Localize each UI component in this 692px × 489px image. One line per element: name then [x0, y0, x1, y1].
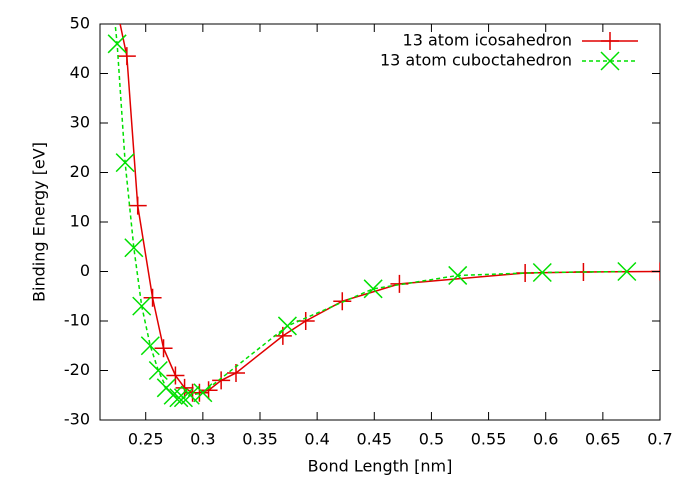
y-tick-label: -30: [64, 410, 90, 429]
data-point: [516, 263, 535, 282]
data-point: [199, 381, 218, 400]
y-tick-label: -10: [64, 311, 90, 330]
data-point: [132, 296, 152, 316]
y-tick-label: 0: [80, 261, 90, 280]
data-point: [448, 265, 468, 285]
data-point: [148, 360, 168, 381]
legend-marker: [601, 32, 619, 50]
y-tick-label: 50: [70, 14, 90, 33]
x-tick-label: 0.4: [304, 430, 329, 449]
x-axis-label: Bond Length [nm]: [308, 457, 453, 476]
data-point: [143, 288, 162, 307]
x-tick-label: 0.3: [190, 430, 215, 449]
legend-marker: [600, 51, 620, 71]
y-tick-label: -20: [64, 360, 90, 379]
data-point: [363, 279, 383, 299]
plot-frame: [99, 23, 661, 421]
x-tick-label: 0.6: [533, 430, 558, 449]
y-tick-label: 10: [70, 212, 90, 231]
x-tick-label: 0.25: [128, 430, 164, 449]
data-point: [617, 261, 637, 282]
data-point: [169, 388, 189, 408]
data-point: [140, 336, 160, 356]
data-point: [107, 34, 127, 54]
data-point: [128, 196, 147, 215]
data-point: [193, 383, 213, 403]
data-point: [117, 47, 136, 66]
data-point: [154, 339, 173, 358]
data-point: [277, 316, 297, 336]
y-tick-label: 20: [70, 162, 90, 181]
y-tick-label: 30: [70, 113, 90, 132]
x-tick-label: 0.7: [647, 430, 672, 449]
data-point: [532, 262, 552, 283]
series-line: [114, 24, 627, 399]
x-tick-label: 0.45: [356, 430, 392, 449]
legend-label: 13 atom icosahedron: [403, 31, 572, 50]
x-tick-label: 0.65: [585, 430, 621, 449]
data-point: [390, 274, 409, 293]
x-tick-label: 0.5: [419, 430, 444, 449]
data-point: [333, 292, 352, 311]
y-axis-label: Binding Energy [eV]: [30, 142, 49, 302]
y-tick-label: 40: [70, 63, 90, 82]
data-point: [115, 153, 135, 173]
data-point: [124, 238, 144, 258]
x-tick-label: 0.35: [242, 430, 278, 449]
data-point: [173, 388, 193, 408]
plot-area: [107, 24, 660, 408]
data-point: [212, 371, 231, 390]
data-point: [180, 385, 200, 405]
data-point: [166, 366, 185, 385]
data-point: [175, 378, 194, 397]
x-tick-label: 0.55: [471, 430, 507, 449]
legend-label: 13 atom cuboctahedron: [380, 51, 572, 70]
